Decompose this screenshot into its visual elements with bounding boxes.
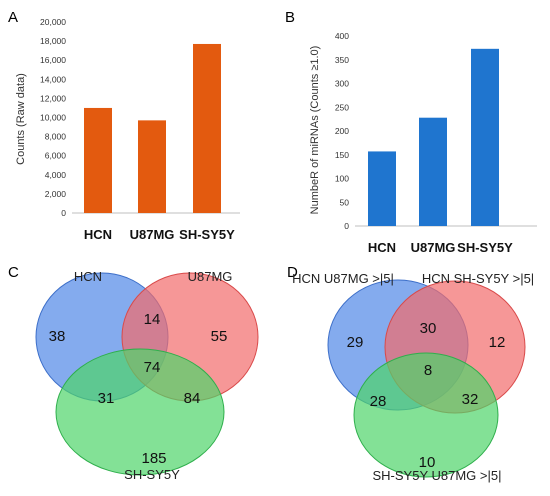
venn-label-hcn-shsy5y: HCN SH-SY5Y >|5| (422, 271, 534, 286)
venn-count-hcn-u87mg: 14 (144, 311, 161, 328)
y-tick-label: 8,000 (45, 132, 67, 142)
panel-b: B NumbeR of miRNAs (Counts ≥1.0) 0 50 100 1… (275, 0, 550, 255)
venn-circle-shsy5y-u87mg (353, 352, 499, 478)
panel-label-d: D (287, 264, 298, 281)
venn-count-d-c-only: 10 (419, 454, 436, 471)
venn-count-d-a-only: 29 (347, 334, 364, 351)
bar-u87mg (138, 120, 166, 213)
panel-label-b: B (285, 9, 295, 26)
venn-circle-shsy5y (55, 348, 225, 476)
venn-diagram-c: C HCN U87MG SH-SY5Y 38 55 185 14 31 84 7… (8, 264, 259, 482)
y-tick-label: 2,000 (45, 189, 67, 199)
bar-u87mg (419, 117, 447, 226)
venn-count-d-ab: 30 (420, 320, 437, 337)
venn-count-shsy5y-only: 185 (141, 450, 166, 467)
venn-label-shsy5y: SH-SY5Y (124, 467, 180, 482)
venn-label-u87mg: U87MG (188, 269, 233, 284)
category-label: HCN (84, 227, 112, 242)
venn-count-u87mg-only: 55 (211, 328, 228, 345)
bar-hcn (84, 107, 112, 213)
venn-label-hcn: HCN (74, 269, 102, 284)
venn-count-u87mg-shsy5y: 84 (184, 390, 201, 407)
category-label: SH-SY5Y (457, 240, 513, 255)
y-tick-label: 100 (335, 174, 349, 184)
bar-hcn (368, 151, 396, 226)
y-tick-label: 250 (335, 102, 349, 112)
y-tick-label: 12,000 (40, 93, 66, 103)
y-tick-label: 20,000 (40, 17, 66, 27)
y-tick-label: 400 (335, 31, 349, 41)
y-tick-label: 4,000 (45, 170, 67, 180)
venn-count-all: 74 (144, 359, 161, 376)
panel-c: C HCN U87MG SH-SY5Y 38 55 185 14 31 84 7… (0, 255, 275, 491)
venn-count-d-all: 8 (424, 362, 432, 379)
category-label: U87MG (411, 240, 456, 255)
y-tick-label: 0 (344, 221, 349, 231)
bar-sh-sy5y (193, 43, 221, 214)
category-label: HCN (368, 240, 396, 255)
y-tick-label: 0 (61, 208, 66, 218)
panel-label-c: C (8, 264, 19, 281)
category-label: SH-SY5Y (179, 227, 235, 242)
category-label: U87MG (130, 227, 175, 242)
y-tick-label: 200 (335, 126, 349, 136)
y-tick-label: 16,000 (40, 55, 66, 65)
bar-chart-b: B NumbeR of miRNAs (Counts ≥1.0) 0 50 100 1… (285, 9, 537, 255)
venn-count-d-bc: 32 (462, 391, 479, 408)
bar-chart-a: A Counts (Raw data) 0 2,000 4,000 6,000 8,00… (8, 9, 240, 242)
venn-count-hcn-shsy5y: 31 (98, 390, 115, 407)
venn-count-d-b-only: 12 (489, 334, 506, 351)
venn-count-d-ac: 28 (370, 393, 387, 410)
y-axis-label-b: NumbeR of miRNAs (Counts ≥1.0) (309, 46, 321, 215)
y-tick-label: 350 (335, 55, 349, 65)
panel-label-a: A (8, 9, 18, 26)
y-axis-label-a: Counts (Raw data) (15, 73, 27, 165)
y-tick-label: 18,000 (40, 36, 66, 46)
venn-label-hcn-u87mg: HCN U87MG >|5| (292, 271, 394, 286)
venn-label-shsy5y-u87mg: SH-SY5Y U87MG >|5| (373, 468, 502, 483)
venn-diagram-d: D HCN U87MG >|5| HCN SH-SY5Y >|5| SH-SY5… (287, 264, 534, 483)
y-tick-label: 300 (335, 79, 349, 89)
y-tick-label: 150 (335, 150, 349, 160)
bar-sh-sy5y (471, 48, 499, 227)
y-tick-label: 10,000 (40, 113, 66, 123)
panel-a: A Counts (Raw data) 0 2,000 4,000 6,000 8,00… (0, 0, 275, 250)
y-tick-label: 6,000 (45, 151, 67, 161)
panel-d: D HCN U87MG >|5| HCN SH-SY5Y >|5| SH-SY5… (275, 255, 550, 491)
venn-count-hcn-only: 38 (49, 328, 66, 345)
y-tick-label: 14,000 (40, 74, 66, 84)
y-tick-label: 50 (340, 197, 350, 207)
